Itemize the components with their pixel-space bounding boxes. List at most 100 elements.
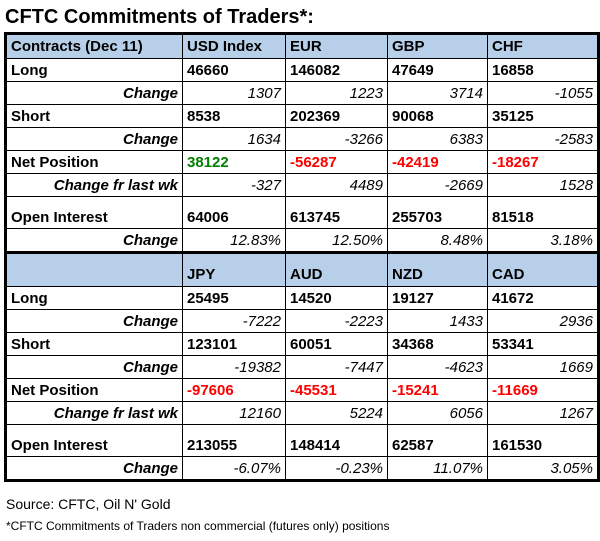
value-cell: 3.05% — [487, 456, 599, 481]
value-cell: 613745 — [285, 196, 388, 229]
value-cell: 146082 — [285, 58, 388, 82]
column-header: USD Index — [182, 33, 286, 59]
value-cell: -2583 — [487, 127, 599, 151]
value-cell: -11669 — [487, 378, 599, 402]
row-label: Long — [5, 58, 183, 82]
row-label: Short — [5, 104, 183, 128]
table-row: Short 123101 60051 34368 53341 — [5, 332, 599, 356]
value-cell: 161530 — [487, 424, 599, 457]
value-cell: 255703 — [387, 196, 488, 229]
value-cell: 2936 — [487, 309, 599, 333]
table-row: Long 25495 14520 19127 41672 — [5, 286, 599, 310]
table-row: Change fr last wk -327 4489 -2669 1528 — [5, 173, 599, 197]
table-row: Change 1307 1223 3714 -1055 — [5, 81, 599, 105]
table-row: Change 12.83% 12.50% 8.48% 3.18% — [5, 228, 599, 253]
value-cell: -327 — [182, 173, 286, 197]
value-cell: 81518 — [487, 196, 599, 229]
row-label: Change — [5, 355, 183, 379]
table-row: Open Interest 213055 148414 62587 161530 — [5, 424, 599, 457]
value-cell: 1267 — [487, 401, 599, 425]
header-row: JPY AUD NZD CAD — [5, 251, 599, 287]
value-cell: 35125 — [487, 104, 599, 128]
value-cell: 38122 — [182, 150, 286, 174]
value-cell: -2223 — [285, 309, 388, 333]
value-cell: 34368 — [387, 332, 488, 356]
value-cell: -6.07% — [182, 456, 286, 481]
table-section: Contracts (Dec 11) USD Index EUR GBP CHF Long… — [5, 33, 599, 253]
value-cell: 41672 — [487, 286, 599, 310]
value-cell: 8538 — [182, 104, 286, 128]
row-label: Net Position — [5, 150, 183, 174]
value-cell: 12.50% — [285, 228, 388, 253]
value-cell: 5224 — [285, 401, 388, 425]
value-cell: -15241 — [387, 378, 488, 402]
value-cell: 16858 — [487, 58, 599, 82]
value-cell: -18267 — [487, 150, 599, 174]
column-header: EUR — [285, 33, 388, 59]
value-cell: -4623 — [387, 355, 488, 379]
value-cell: 12160 — [182, 401, 286, 425]
table-row: Long 46660 146082 47649 16858 — [5, 58, 599, 82]
row-label: Net Position — [5, 378, 183, 402]
value-cell: 8.48% — [387, 228, 488, 253]
row-label: Change fr last wk — [5, 401, 183, 425]
source-note: Source: CFTC, Oil N' Gold — [6, 496, 171, 512]
table-row: Change fr last wk 12160 5224 6056 1267 — [5, 401, 599, 425]
table-row: Net Position -97606 -45531 -15241 -11669 — [5, 378, 599, 402]
footer: Source: CFTC, Oil N' Gold *CFTC Commitme… — [6, 496, 600, 533]
value-cell: 47649 — [387, 58, 488, 82]
column-header: Contracts (Dec 11) — [5, 33, 183, 59]
table-row: Change -7222 -2223 1433 2936 — [5, 309, 599, 333]
row-label: Change — [5, 309, 183, 333]
table-row: Change 1634 -3266 6383 -2583 — [5, 127, 599, 151]
value-cell: 46660 — [182, 58, 286, 82]
column-header: CAD — [487, 251, 599, 287]
column-header: NZD — [387, 251, 488, 287]
column-header-empty — [5, 251, 183, 287]
row-label: Open Interest — [5, 196, 183, 229]
value-cell: -1055 — [487, 81, 599, 105]
value-cell: 62587 — [387, 424, 488, 457]
row-label: Change — [5, 81, 183, 105]
value-cell: -97606 — [182, 378, 286, 402]
column-header: AUD — [285, 251, 388, 287]
value-cell: 90068 — [387, 104, 488, 128]
value-cell: -0.23% — [285, 456, 388, 481]
cot-table: Contracts (Dec 11) USD Index EUR GBP CHF Long… — [4, 32, 600, 482]
value-cell: -3266 — [285, 127, 388, 151]
value-cell: 6383 — [387, 127, 488, 151]
row-label: Short — [5, 332, 183, 356]
row-label: Change — [5, 228, 183, 253]
table-row: Change -6.07% -0.23% 11.07% 3.05% — [5, 456, 599, 481]
value-cell: 213055 — [182, 424, 286, 457]
row-label: Change fr last wk — [5, 173, 183, 197]
asterisk-note: *CFTC Commitments of Traders non commerc… — [6, 519, 390, 533]
value-cell: 1669 — [487, 355, 599, 379]
column-header: GBP — [387, 33, 488, 59]
value-cell: 3714 — [387, 81, 488, 105]
table-row: Open Interest 64006 613745 255703 81518 — [5, 196, 599, 229]
value-cell: 123101 — [182, 332, 286, 356]
value-cell: -42419 — [387, 150, 488, 174]
value-cell: 3.18% — [487, 228, 599, 253]
table-row: Net Position 38122 -56287 -42419 -18267 — [5, 150, 599, 174]
value-cell: 14520 — [285, 286, 388, 310]
row-label: Change — [5, 127, 183, 151]
column-header: JPY — [182, 251, 286, 287]
value-cell: -2669 — [387, 173, 488, 197]
row-label: Open Interest — [5, 424, 183, 457]
table-row: Change -19382 -7447 -4623 1669 — [5, 355, 599, 379]
column-header: CHF — [487, 33, 599, 59]
value-cell: -19382 — [182, 355, 286, 379]
value-cell: 19127 — [387, 286, 488, 310]
table-section: JPY AUD NZD CAD Long 25495 14520 19127 41672 Chan… — [5, 251, 599, 481]
value-cell: 1528 — [487, 173, 599, 197]
row-label: Long — [5, 286, 183, 310]
value-cell: -7447 — [285, 355, 388, 379]
value-cell: 1433 — [387, 309, 488, 333]
value-cell: 1223 — [285, 81, 388, 105]
value-cell: 4489 — [285, 173, 388, 197]
header-row: Contracts (Dec 11) USD Index EUR GBP CHF — [5, 33, 599, 59]
value-cell: 148414 — [285, 424, 388, 457]
value-cell: 12.83% — [182, 228, 286, 253]
